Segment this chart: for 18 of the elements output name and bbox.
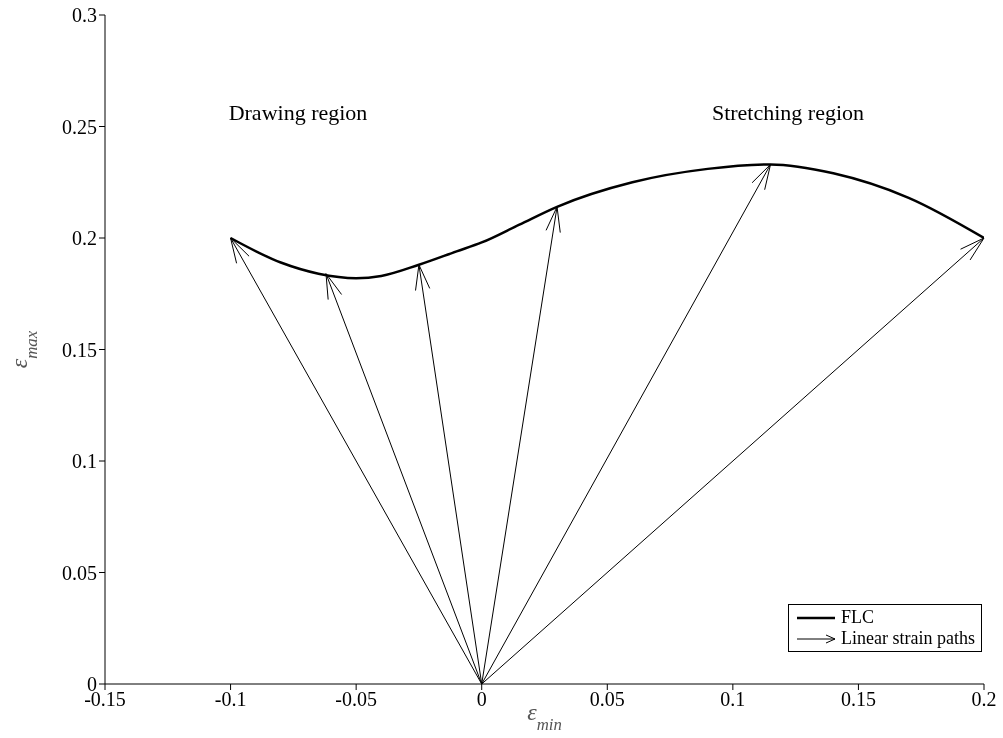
x-tick-label: 0.2 [971,688,997,711]
y-tick-label: 0.1 [72,450,97,473]
y-tick-label: 0.25 [62,115,97,138]
y-tick-label: 0.3 [72,4,97,27]
x-tick-label: 0.15 [840,688,876,711]
x-tick-label: 0.05 [589,688,625,711]
legend-label: FLC [841,607,875,628]
x-tick-label: 0.1 [720,688,746,711]
y-tick-label: 0.15 [62,338,97,361]
annotation: Drawing region [228,100,368,126]
annotation: Stretching region [711,100,865,126]
x-tick-label: -0.05 [335,688,377,711]
x-tick-label: -0.1 [214,688,247,711]
y-tick-label: 0.2 [72,227,97,250]
y-tick-label: 0.05 [62,561,97,584]
x-tick-label: 0 [476,688,487,711]
legend-label: Linear strain paths [841,628,975,649]
x-axis-title: ε$_{min}$ [527,699,562,734]
